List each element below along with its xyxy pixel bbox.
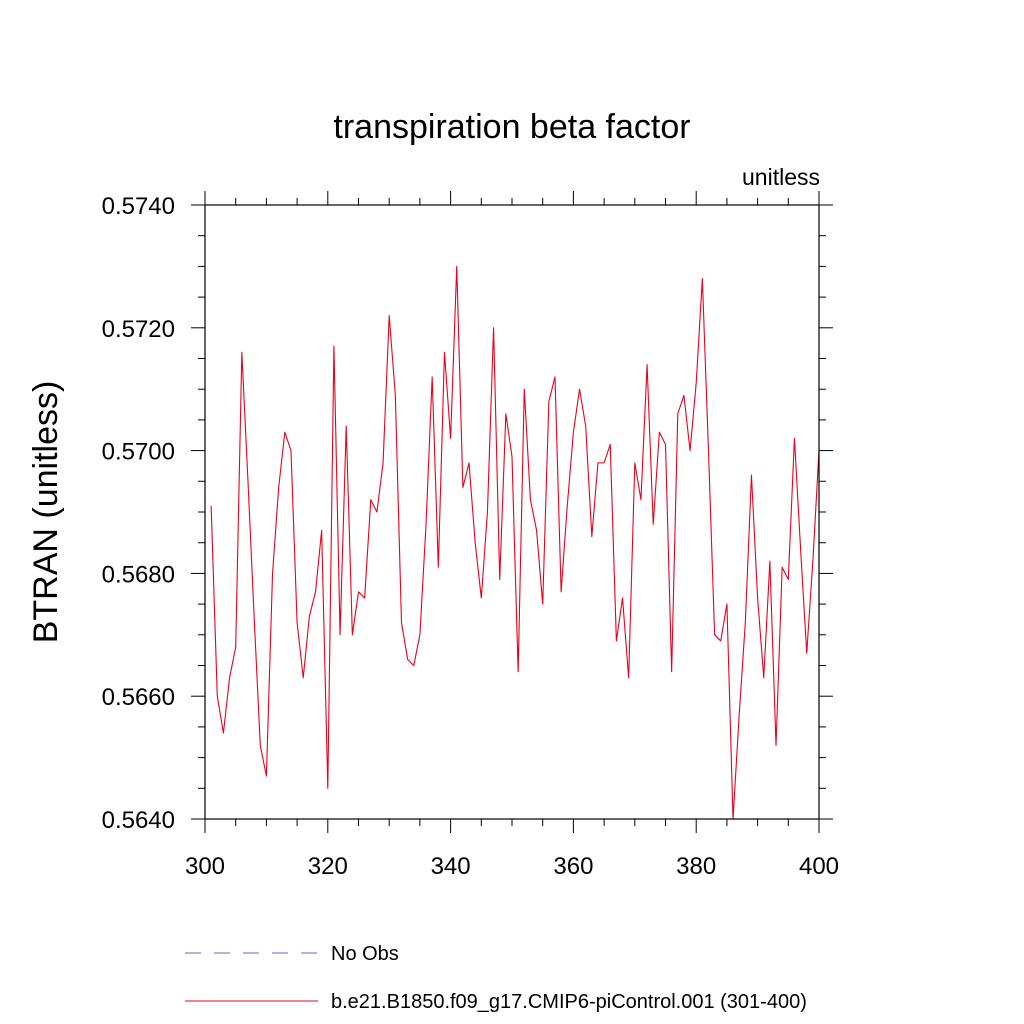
y-tick-label: 0.5640 [102, 807, 175, 834]
legend: No Obs b.e21.B1850.f09_g17.CMIP6-piContr… [185, 943, 807, 1013]
units-label: unitless [742, 164, 820, 190]
x-tick-label: 360 [553, 853, 593, 880]
y-tick-label: 0.5720 [102, 316, 175, 343]
y-tick-label: 0.5660 [102, 684, 175, 711]
axis-ticks [191, 191, 833, 833]
legend-label-no-obs: No Obs [331, 943, 399, 965]
x-tick-label: 380 [676, 853, 716, 880]
y-tick-labels: 0.5640 0.5660 0.5680 0.5700 0.5720 0.5740 [102, 193, 175, 834]
y-tick-label: 0.5740 [102, 193, 175, 220]
x-tick-label: 400 [799, 853, 839, 880]
y-tick-label: 0.5680 [102, 561, 175, 588]
x-tick-label: 340 [431, 853, 471, 880]
x-tick-label: 320 [308, 853, 348, 880]
y-axis-label: BTRAN (unitless) [27, 381, 65, 644]
series-layer [210, 265, 820, 820]
plot-frame [204, 204, 820, 820]
x-tick-labels: 300 320 340 360 380 400 [185, 853, 839, 880]
series-line [210, 265, 820, 820]
legend-label-control: b.e21.B1850.f09_g17.CMIP6-piControl.001 … [331, 991, 807, 1013]
x-tick-label: 300 [185, 853, 225, 880]
y-tick-label: 0.5700 [102, 439, 175, 466]
chart-title: transpiration beta factor [333, 108, 690, 146]
